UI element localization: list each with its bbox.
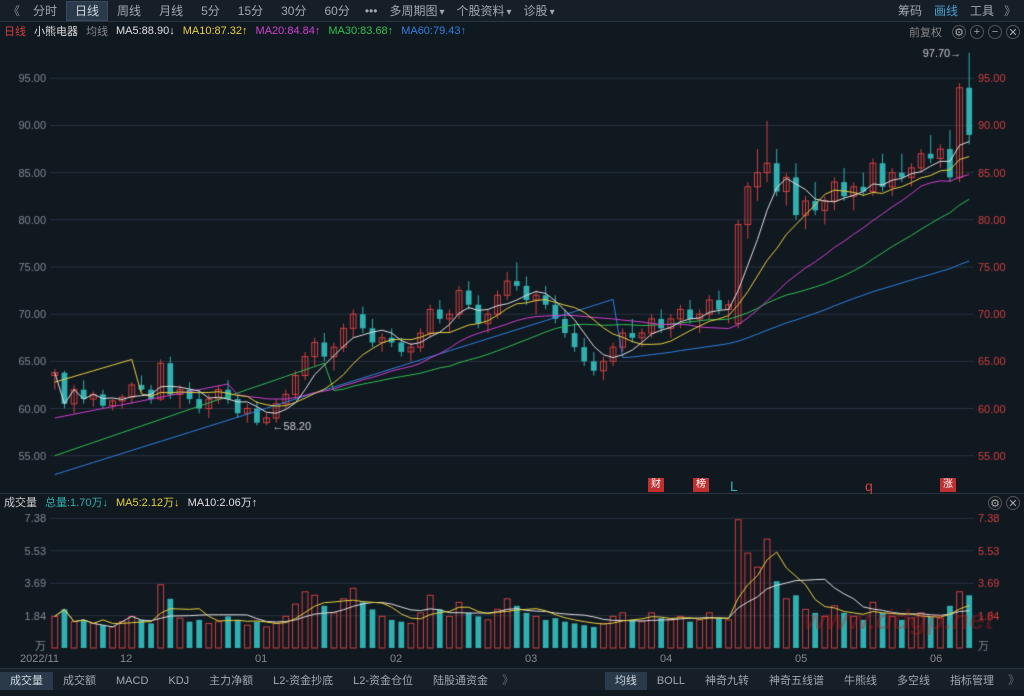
overlay-tab[interactable]: 指标管理 [940,672,1004,690]
date-label: 05 [795,653,807,665]
timeframe-tab[interactable]: 日线 [66,1,108,21]
chart-annotation: 榜 [693,478,709,492]
dropdown-menu[interactable]: 诊股 [518,2,561,20]
expand-icon[interactable]: 》 [1000,2,1020,19]
chart-info-bar: 日线 小熊电器 均线 MA5:88.90↓ MA10:87.32↑ MA20:8… [0,22,1024,40]
ma60-value: MA60:79.43↑ [401,25,466,37]
timeframe-tab[interactable]: 月线 [150,1,192,21]
volume-label: 成交量 [4,494,37,510]
volume-header: 成交量 总量:1.70万↓ MA5:2.12万↓ MA10:2.06万↑ ⚙ ✕ [0,494,1024,510]
ma20-value: MA20:84.84↑ [256,25,321,37]
tool-link[interactable]: 筹码 [892,2,928,20]
date-label: 12 [120,653,132,665]
avg-label: 均线 [86,23,108,39]
dropdown-menu[interactable]: 个股资料 [451,2,518,20]
minus-icon[interactable]: − [988,25,1002,39]
indicator-tabs: 成交量成交额MACDKDJ主力净额L2-资金抄底L2-资金仓位陆股通资金 》 均… [0,668,1024,690]
chart-mode: 日线 [4,23,26,39]
timeframe-tab[interactable]: 分时 [24,1,66,21]
collapse-icon[interactable]: 《 [4,2,24,19]
overlay-tab[interactable]: 神奇九转 [695,672,759,690]
chart-annotation: q [865,478,873,494]
dropdown-menu[interactable]: 多周期图 [383,2,450,20]
stock-name: 小熊电器 [34,23,78,39]
main-chart[interactable]: 财 榜 Lq 涨 [0,40,1024,494]
ma30-value: MA30:83.68↑ [328,25,393,37]
volume-ma5: MA5:2.12万↓ [116,494,180,510]
date-label: 01 [255,653,267,665]
ma10-value: MA10:87.32↑ [183,25,248,37]
indicator-tab[interactable]: MACD [106,672,158,690]
indicator-tab[interactable]: L2-资金抄底 [263,672,343,690]
date-label: 03 [525,653,537,665]
timeframe-tab[interactable]: 周线 [108,1,150,21]
volume-ma10: MA10:2.06万↑ [188,494,258,510]
close-icon[interactable]: ✕ [1006,25,1020,39]
more-icon[interactable]: ••• [359,4,384,18]
indicator-tab[interactable]: 陆股通资金 [423,672,498,690]
indicator-tab[interactable]: 主力净额 [199,672,263,690]
overlay-tab[interactable]: 神奇五线谱 [759,672,834,690]
overlay-tab[interactable]: BOLL [647,672,695,690]
timeframe-tab[interactable]: 5分 [192,1,229,21]
indicator-tab[interactable]: 成交额 [53,672,106,690]
overlay-tab[interactable]: 多空线 [887,672,940,690]
fuquan-label[interactable]: 前复权 [909,24,942,40]
timeframe-tab[interactable]: 30分 [272,1,315,21]
tool-link[interactable]: 画线 [928,2,964,20]
volume-total: 总量:1.70万↓ [45,494,108,510]
plus-icon[interactable]: + [970,25,984,39]
volume-chart[interactable] [0,510,1024,652]
date-label: 06 [930,653,942,665]
timeframe-tab[interactable]: 60分 [315,1,358,21]
timeframe-bar: 《 分时日线周线月线5分15分30分60分 ••• 多周期图个股资料诊股 筹码画… [0,0,1024,22]
date-label: 2022/11 [20,653,59,665]
chart-annotation: 财 [648,478,664,492]
indicator-tab[interactable]: L2-资金仓位 [343,672,423,690]
settings-icon[interactable]: ⚙ [952,25,966,39]
date-axis: 2022/11 12 01 02 03 04 05 06 [0,652,1024,668]
chart-annotation: 涨 [940,478,956,492]
date-label: 04 [660,653,672,665]
indicator-tab[interactable]: KDJ [158,672,199,690]
overlay-tab[interactable]: 牛熊线 [834,672,887,690]
indicator-tab[interactable]: 成交量 [0,672,53,690]
date-label: 02 [390,653,402,665]
vol-settings-icon[interactable]: ⚙ [988,496,1002,510]
chart-annotation: L [730,478,738,494]
overlay-tab[interactable]: 均线 [605,672,647,690]
timeframe-tab[interactable]: 15分 [229,1,272,21]
vol-close-icon[interactable]: ✕ [1006,496,1020,510]
ma5-value: MA5:88.90↓ [116,25,175,37]
tool-link[interactable]: 工具 [964,2,1000,20]
